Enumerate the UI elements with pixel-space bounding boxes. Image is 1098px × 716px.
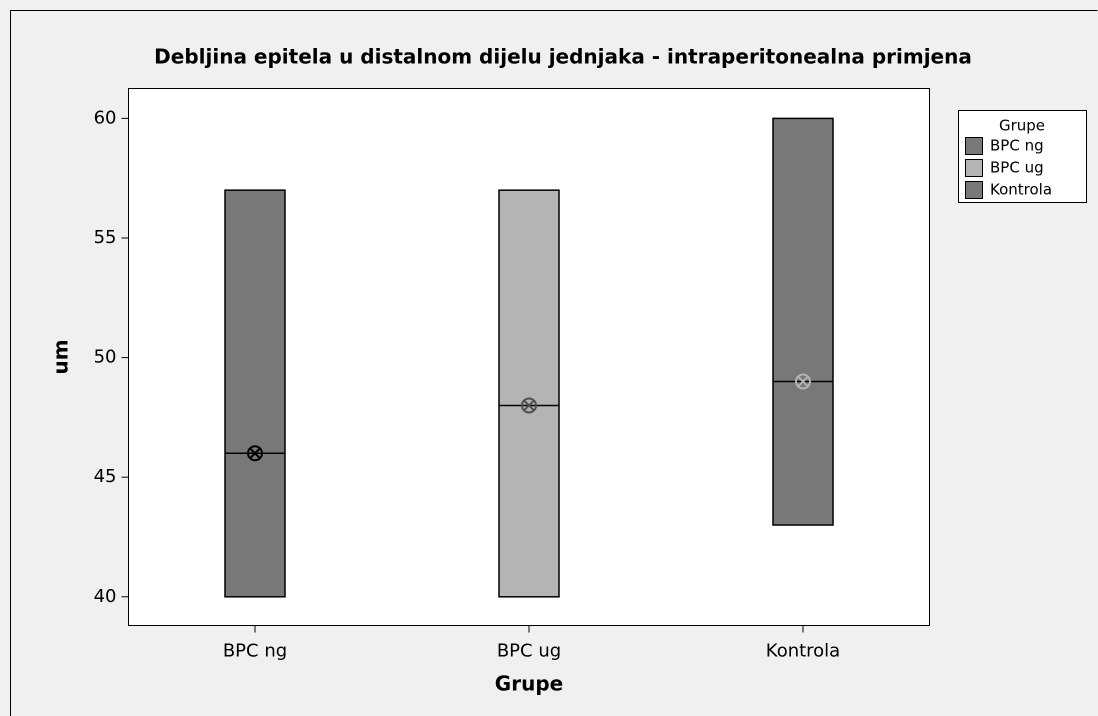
- legend-label: BPC ng: [990, 137, 1044, 155]
- legend-title: Grupe: [999, 117, 1045, 135]
- box: [498, 189, 560, 598]
- mean-marker: [521, 397, 537, 414]
- y-tick-label: 45: [94, 466, 117, 487]
- box: [224, 189, 286, 598]
- y-tick-label: 50: [94, 347, 117, 368]
- legend-label: Kontrola: [990, 181, 1052, 199]
- y-axis-label: um: [49, 339, 73, 374]
- legend-swatch: [965, 137, 983, 155]
- legend-label: BPC ug: [990, 159, 1044, 177]
- x-tick-label: BPC ng: [223, 641, 287, 662]
- y-tick-label: 55: [94, 227, 117, 248]
- legend-swatch: [965, 159, 983, 177]
- legend-swatch: [965, 181, 983, 199]
- y-tick-label: 60: [94, 107, 117, 128]
- x-axis-label: Grupe: [495, 672, 563, 696]
- box: [772, 117, 834, 526]
- x-tick-label: Kontrola: [766, 641, 840, 662]
- y-tick-label: 40: [94, 586, 117, 607]
- mean-marker: [247, 445, 263, 462]
- mean-marker: [795, 373, 811, 390]
- frame: [10, 10, 1098, 716]
- chart-title: Debljina epitela u distalnom dijelu jedn…: [154, 45, 972, 69]
- x-tick-label: BPC ug: [497, 641, 561, 662]
